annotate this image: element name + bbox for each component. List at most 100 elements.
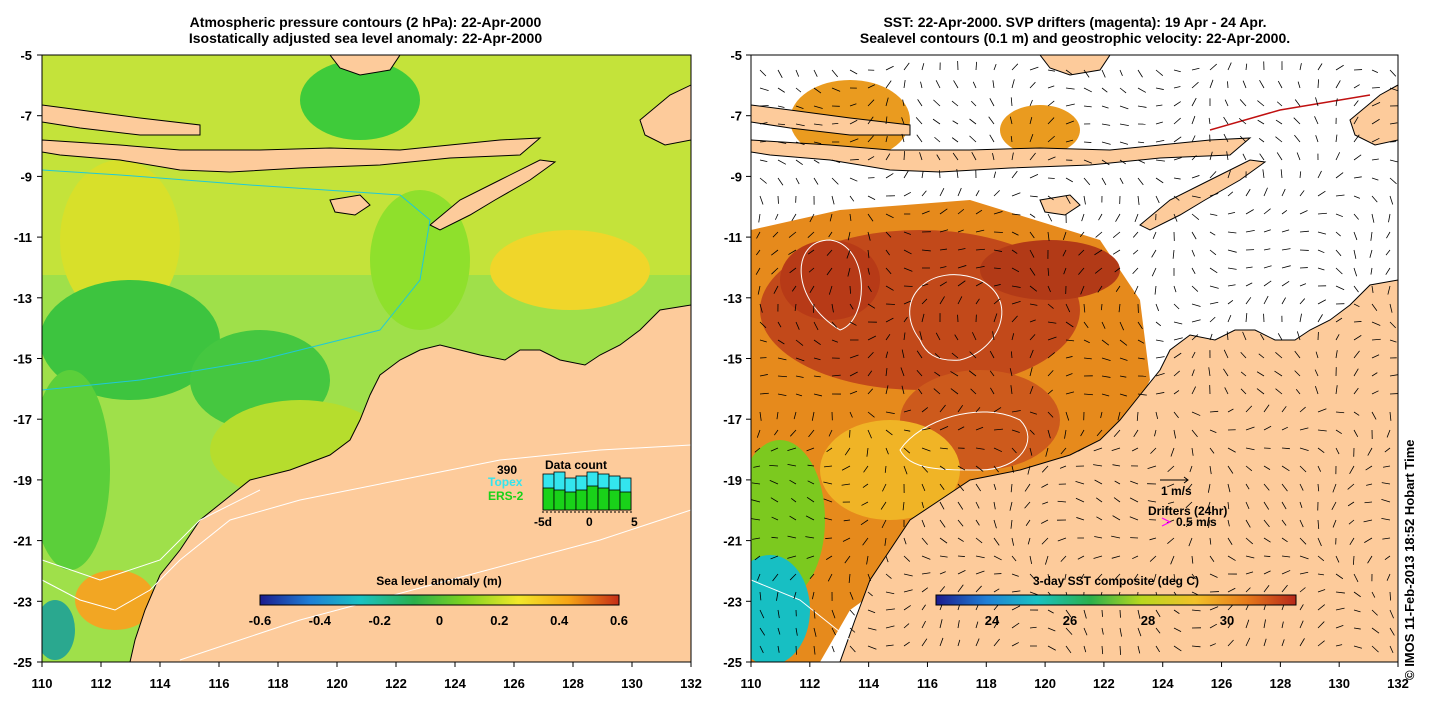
- x-tick-label: 120: [326, 676, 348, 691]
- velocity-vector: [921, 407, 929, 413]
- velocity-vector: [1348, 519, 1355, 525]
- velocity-vector: [939, 537, 948, 544]
- velocity-vector: [829, 213, 833, 222]
- java-island: [751, 104, 911, 136]
- data-count-inset: Data count 390 Topex ERS-2 -5d 0 5: [488, 458, 638, 529]
- velocity-vector: [1029, 152, 1036, 161]
- velocity-vector: [957, 296, 963, 305]
- velocity-vector: [1065, 411, 1070, 421]
- velocity-vector: [1083, 195, 1086, 205]
- velocity-vector: [1029, 267, 1036, 276]
- ers2-count-bar: [608, 489, 621, 511]
- velocity-vector: [1227, 300, 1234, 305]
- y-tick-label: -7: [20, 109, 32, 124]
- velocity-vector: [1137, 321, 1143, 330]
- velocity-vector: [849, 285, 851, 294]
- velocity-vector: [1011, 152, 1014, 161]
- velocity-vector: [1388, 213, 1391, 223]
- velocity-vector: [1170, 447, 1175, 457]
- velocity-vector: [844, 447, 851, 456]
- velocity-vector: [1065, 103, 1075, 107]
- ers2-count-bar: [575, 489, 588, 511]
- velocity-vector: [921, 604, 926, 611]
- velocity-vector: [789, 267, 797, 274]
- velocity-vector: [1389, 303, 1393, 313]
- velocity-vector: [1065, 139, 1074, 143]
- velocity-vector: [921, 63, 925, 71]
- velocity-vector: [1242, 331, 1247, 341]
- velocity-vector: [957, 208, 965, 215]
- velocity-vector: [1010, 519, 1013, 529]
- sumba-island: [329, 194, 371, 216]
- velocity-vector: [1057, 500, 1067, 503]
- velocity-vector: [901, 117, 905, 125]
- velocity-vector: [1191, 155, 1197, 161]
- velocity-vector: [1137, 69, 1143, 78]
- velocity-vector: [777, 105, 785, 108]
- velocity-vector: [1227, 249, 1237, 253]
- velocity-vector: [811, 591, 815, 600]
- velocity-vector: [813, 321, 819, 331]
- velocity-vector: [1119, 69, 1123, 76]
- velocity-vector: [806, 555, 815, 559]
- velocity-vector: [1011, 267, 1020, 273]
- velocity-vector: [1335, 411, 1345, 414]
- velocity-vector: [1114, 573, 1121, 580]
- velocity-vector: [831, 321, 838, 328]
- velocity-vector: [939, 483, 945, 490]
- velocity-vector: [1047, 267, 1050, 276]
- velocity-vector: [787, 535, 797, 539]
- velocity-vector: [1263, 265, 1272, 269]
- velocity-vector: [1209, 213, 1218, 216]
- velocity-vector: [1293, 117, 1301, 125]
- velocity-vector: [1281, 537, 1288, 543]
- velocity-vector: [1281, 188, 1286, 197]
- velocity-vector: [1276, 101, 1283, 107]
- velocity-vector: [1075, 497, 1085, 503]
- velocity-vector: [1064, 573, 1067, 581]
- sst-field: [751, 55, 1398, 662]
- velocity-vector: [1096, 429, 1103, 437]
- velocity-vector: [1389, 627, 1395, 636]
- velocity-vector: [1077, 555, 1085, 560]
- velocity-vector: [1353, 368, 1359, 377]
- velocity-vector: [993, 555, 1002, 561]
- velocity-vector: [1011, 63, 1019, 71]
- geostrophic-velocity-vectors: [751, 61, 1398, 655]
- velocity-vector: [903, 191, 912, 197]
- velocity-vector: [1094, 249, 1103, 256]
- y-tick-label: -15: [13, 352, 32, 367]
- velocity-vector: [1041, 483, 1049, 488]
- velocity-vector: [1381, 499, 1391, 503]
- velocity-vector: [921, 428, 931, 431]
- velocity-vector: [885, 153, 891, 161]
- velocity-vector: [1371, 303, 1378, 311]
- velocity-vector: [1209, 267, 1218, 274]
- data-count-axis-label: -5d: [534, 515, 552, 529]
- velocity-vector: [1317, 429, 1327, 432]
- velocity-vector: [939, 208, 948, 215]
- velocity-vector: [957, 404, 964, 413]
- velocity-vector: [970, 388, 977, 395]
- velocity-vector: [1011, 590, 1021, 593]
- velocity-vector: [813, 141, 822, 145]
- velocity-vector: [1083, 303, 1086, 313]
- velocity-vector: [1191, 195, 1201, 199]
- velocity-vector: [957, 483, 965, 492]
- velocity-vector: [1029, 573, 1037, 581]
- x-tick-label: 122: [385, 676, 407, 691]
- velocity-vector: [1227, 408, 1234, 413]
- velocity-vector: [934, 371, 941, 377]
- velocity-vector: [1335, 429, 1342, 435]
- velocity-vector: [757, 285, 761, 295]
- australia-landmass: [839, 279, 1398, 662]
- velocity-vector: [773, 285, 779, 294]
- velocity-vector: [1047, 156, 1056, 161]
- velocity-vector: [934, 136, 941, 143]
- velocity-vector: [903, 623, 910, 629]
- data-count-bars: [542, 471, 632, 511]
- lesser-sunda-islands: [42, 137, 542, 173]
- velocity-vector: [916, 350, 923, 359]
- velocity-vector: [759, 374, 768, 377]
- velocity-vector: [849, 321, 857, 326]
